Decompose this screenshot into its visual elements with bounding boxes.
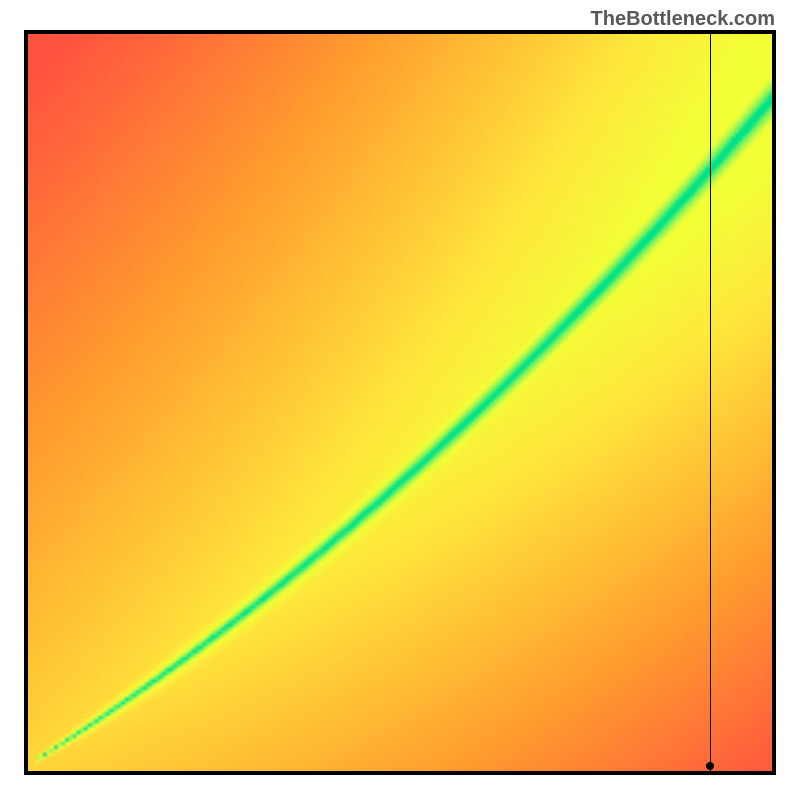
crosshair-vertical [710,34,711,771]
heatmap-canvas [28,34,772,771]
chart-frame [24,30,776,775]
watermark-text: TheBottleneck.com [591,8,775,31]
crosshair-marker [706,762,714,770]
